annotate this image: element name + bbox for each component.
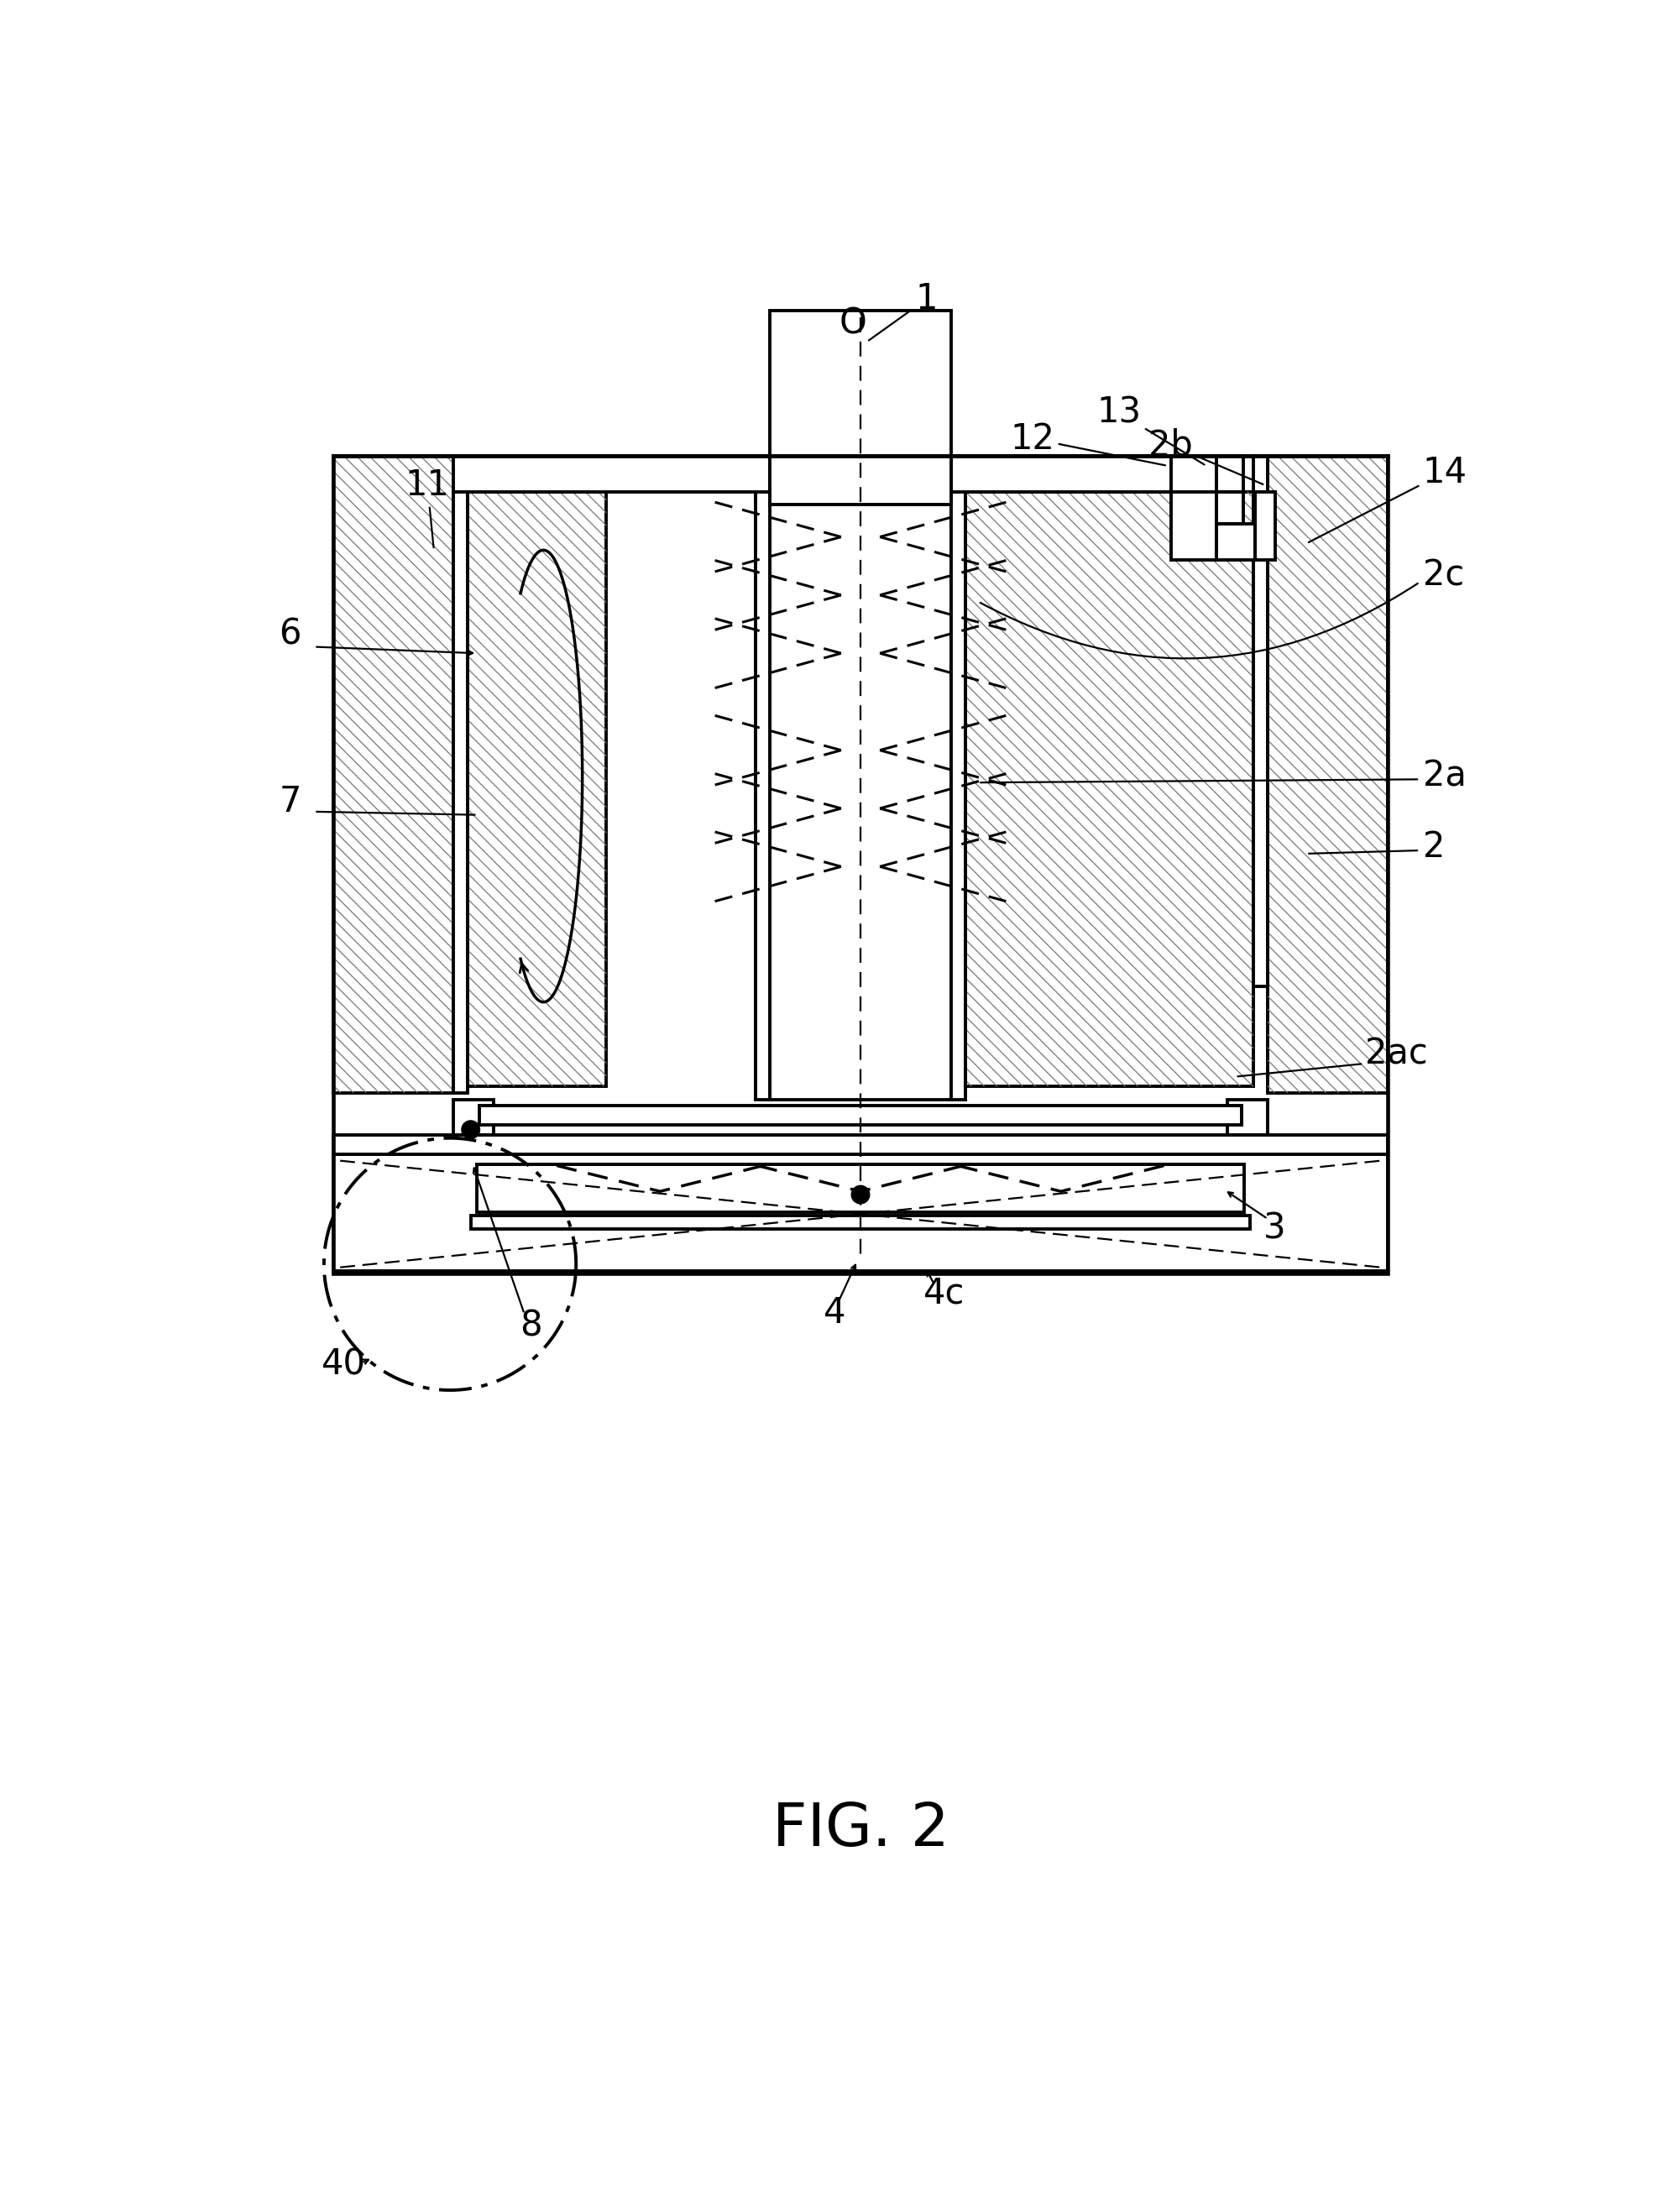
Bar: [453, 1099, 494, 1135]
Bar: [950, 456, 1229, 491]
Text: 1: 1: [868, 281, 937, 341]
Text: 7: 7: [279, 785, 302, 821]
Text: 3: 3: [1263, 1210, 1286, 1245]
Bar: [1227, 1099, 1268, 1135]
Bar: [965, 491, 1254, 1086]
Text: 2c: 2c: [1422, 557, 1464, 593]
Bar: [771, 310, 950, 504]
Bar: [1268, 456, 1387, 1093]
Text: 40: 40: [321, 1347, 366, 1382]
Bar: [470, 1217, 1251, 1228]
Text: 12: 12: [1011, 420, 1165, 465]
Bar: [1216, 491, 1242, 524]
Text: 2b: 2b: [1148, 427, 1263, 484]
Text: O: O: [840, 305, 866, 341]
Text: FIG. 2: FIG. 2: [772, 1801, 949, 1858]
Bar: [1170, 456, 1216, 560]
Bar: [771, 491, 950, 1099]
Bar: [334, 1135, 1387, 1155]
Bar: [1170, 456, 1242, 491]
Text: 8: 8: [519, 1307, 542, 1343]
Bar: [756, 491, 771, 1099]
Bar: [1216, 524, 1254, 560]
Bar: [334, 456, 453, 1093]
Bar: [334, 1155, 1387, 1274]
Bar: [453, 456, 771, 491]
Text: 4c: 4c: [923, 1276, 965, 1312]
Bar: [1254, 491, 1276, 560]
Bar: [479, 1106, 1242, 1126]
Text: 13: 13: [1096, 396, 1204, 465]
Bar: [1254, 456, 1268, 987]
Bar: [334, 456, 1387, 1274]
Bar: [477, 1164, 1244, 1212]
Text: 2a: 2a: [1422, 759, 1466, 794]
Text: 2: 2: [1422, 830, 1446, 865]
Circle shape: [462, 1121, 480, 1139]
Text: 14: 14: [1308, 456, 1467, 542]
Bar: [467, 491, 606, 1086]
Text: 2ac: 2ac: [1365, 1037, 1427, 1071]
Bar: [453, 456, 467, 1093]
Bar: [950, 491, 965, 1099]
Text: 11: 11: [405, 467, 450, 549]
Text: 4: 4: [823, 1294, 846, 1329]
Text: 6: 6: [279, 617, 302, 653]
Circle shape: [851, 1186, 870, 1203]
